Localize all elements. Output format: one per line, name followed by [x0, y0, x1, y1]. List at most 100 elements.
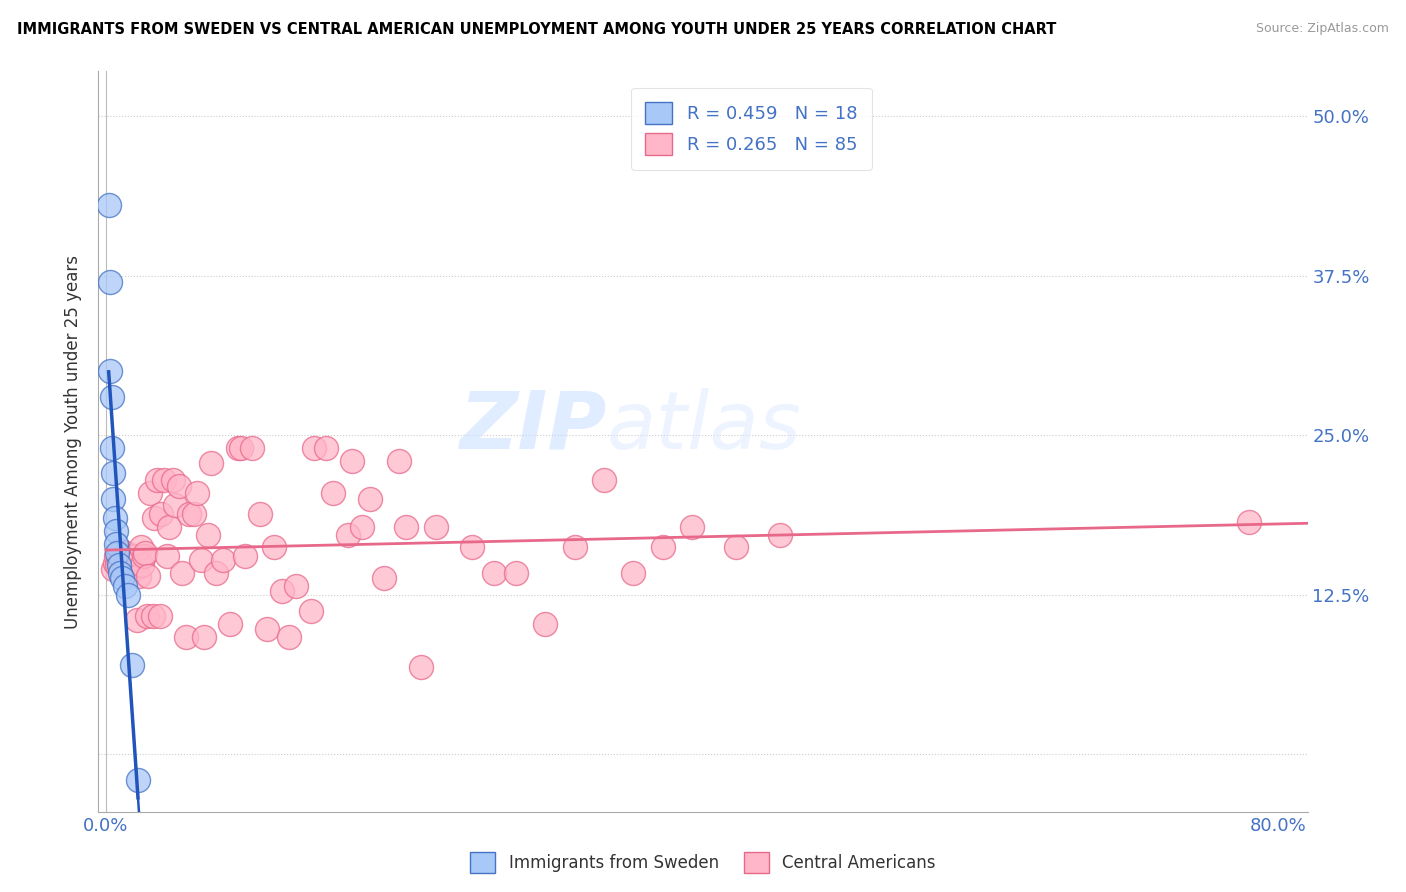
Point — [256, 622, 278, 636]
Point — [101, 467, 124, 481]
Point — [352, 520, 374, 534]
Point — [150, 508, 173, 522]
Point — [107, 558, 129, 573]
Text: atlas: atlas — [606, 388, 801, 466]
Point — [336, 527, 359, 541]
Point — [135, 609, 157, 624]
Point — [593, 473, 616, 487]
Point — [134, 546, 156, 560]
Point — [121, 562, 143, 576]
Text: ZIP: ZIP — [458, 388, 606, 466]
Point — [340, 453, 363, 467]
Point — [111, 553, 134, 567]
Point — [136, 568, 159, 582]
Point — [129, 541, 152, 555]
Point — [127, 553, 149, 567]
Text: Source: ZipAtlas.com: Source: ZipAtlas.com — [1256, 22, 1389, 36]
Point — [117, 588, 139, 602]
Point — [285, 579, 308, 593]
Point — [315, 441, 337, 455]
Point — [114, 579, 136, 593]
Point — [100, 390, 122, 404]
Point — [115, 546, 138, 560]
Point — [153, 473, 176, 487]
Point — [127, 772, 149, 787]
Point — [125, 613, 148, 627]
Point — [219, 617, 242, 632]
Point — [409, 660, 432, 674]
Point — [157, 520, 180, 534]
Legend: R = 0.459   N = 18, R = 0.265   N = 85: R = 0.459 N = 18, R = 0.265 N = 85 — [631, 87, 872, 169]
Point — [111, 571, 134, 585]
Point — [138, 485, 160, 500]
Point — [117, 556, 139, 570]
Point — [108, 546, 131, 560]
Point — [100, 441, 122, 455]
Point — [163, 499, 186, 513]
Point — [112, 549, 135, 564]
Text: IMMIGRANTS FROM SWEDEN VS CENTRAL AMERICAN UNEMPLOYMENT AMONG YOUTH UNDER 25 YEA: IMMIGRANTS FROM SWEDEN VS CENTRAL AMERIC… — [17, 22, 1056, 37]
Point — [388, 453, 411, 467]
Point — [118, 558, 141, 573]
Point — [101, 491, 124, 506]
Point — [200, 456, 222, 470]
Point — [193, 630, 215, 644]
Point — [621, 566, 644, 580]
Point — [226, 441, 249, 455]
Point — [103, 511, 125, 525]
Point — [162, 473, 184, 487]
Point — [373, 571, 395, 585]
Point — [149, 609, 172, 624]
Point — [204, 566, 226, 580]
Point — [101, 562, 124, 576]
Point — [167, 479, 190, 493]
Point — [212, 553, 235, 567]
Point — [240, 441, 263, 455]
Point — [114, 558, 136, 573]
Point — [395, 520, 418, 534]
Point — [249, 508, 271, 522]
Point — [190, 553, 212, 567]
Point — [302, 441, 325, 455]
Point — [505, 566, 527, 580]
Point — [322, 485, 344, 500]
Point — [156, 549, 179, 564]
Point — [681, 520, 703, 534]
Point — [186, 485, 208, 500]
Point — [128, 568, 150, 582]
Point — [107, 546, 129, 560]
Point — [278, 630, 301, 644]
Point — [233, 549, 256, 564]
Legend: Immigrants from Sweden, Central Americans: Immigrants from Sweden, Central American… — [464, 846, 942, 880]
Point — [359, 491, 381, 506]
Point — [143, 511, 166, 525]
Point — [425, 520, 447, 534]
Point — [131, 558, 153, 573]
Point — [263, 541, 285, 555]
Point — [769, 527, 792, 541]
Point — [120, 549, 142, 564]
Point — [105, 549, 128, 564]
Point — [97, 198, 120, 212]
Y-axis label: Unemployment Among Youth under 25 years: Unemployment Among Youth under 25 years — [65, 254, 83, 629]
Point — [651, 541, 673, 555]
Point — [564, 541, 586, 555]
Point — [176, 630, 198, 644]
Point — [183, 508, 205, 522]
Point — [534, 617, 557, 632]
Point — [482, 566, 505, 580]
Point — [98, 364, 121, 378]
Point — [461, 541, 484, 555]
Point — [110, 556, 132, 570]
Point — [105, 524, 128, 538]
Point — [105, 536, 128, 550]
Point — [1237, 515, 1260, 529]
Point — [108, 558, 131, 573]
Point — [132, 549, 155, 564]
Point — [179, 508, 201, 522]
Point — [124, 562, 146, 576]
Point — [724, 541, 747, 555]
Point — [170, 566, 193, 580]
Point — [146, 473, 169, 487]
Point — [121, 657, 143, 672]
